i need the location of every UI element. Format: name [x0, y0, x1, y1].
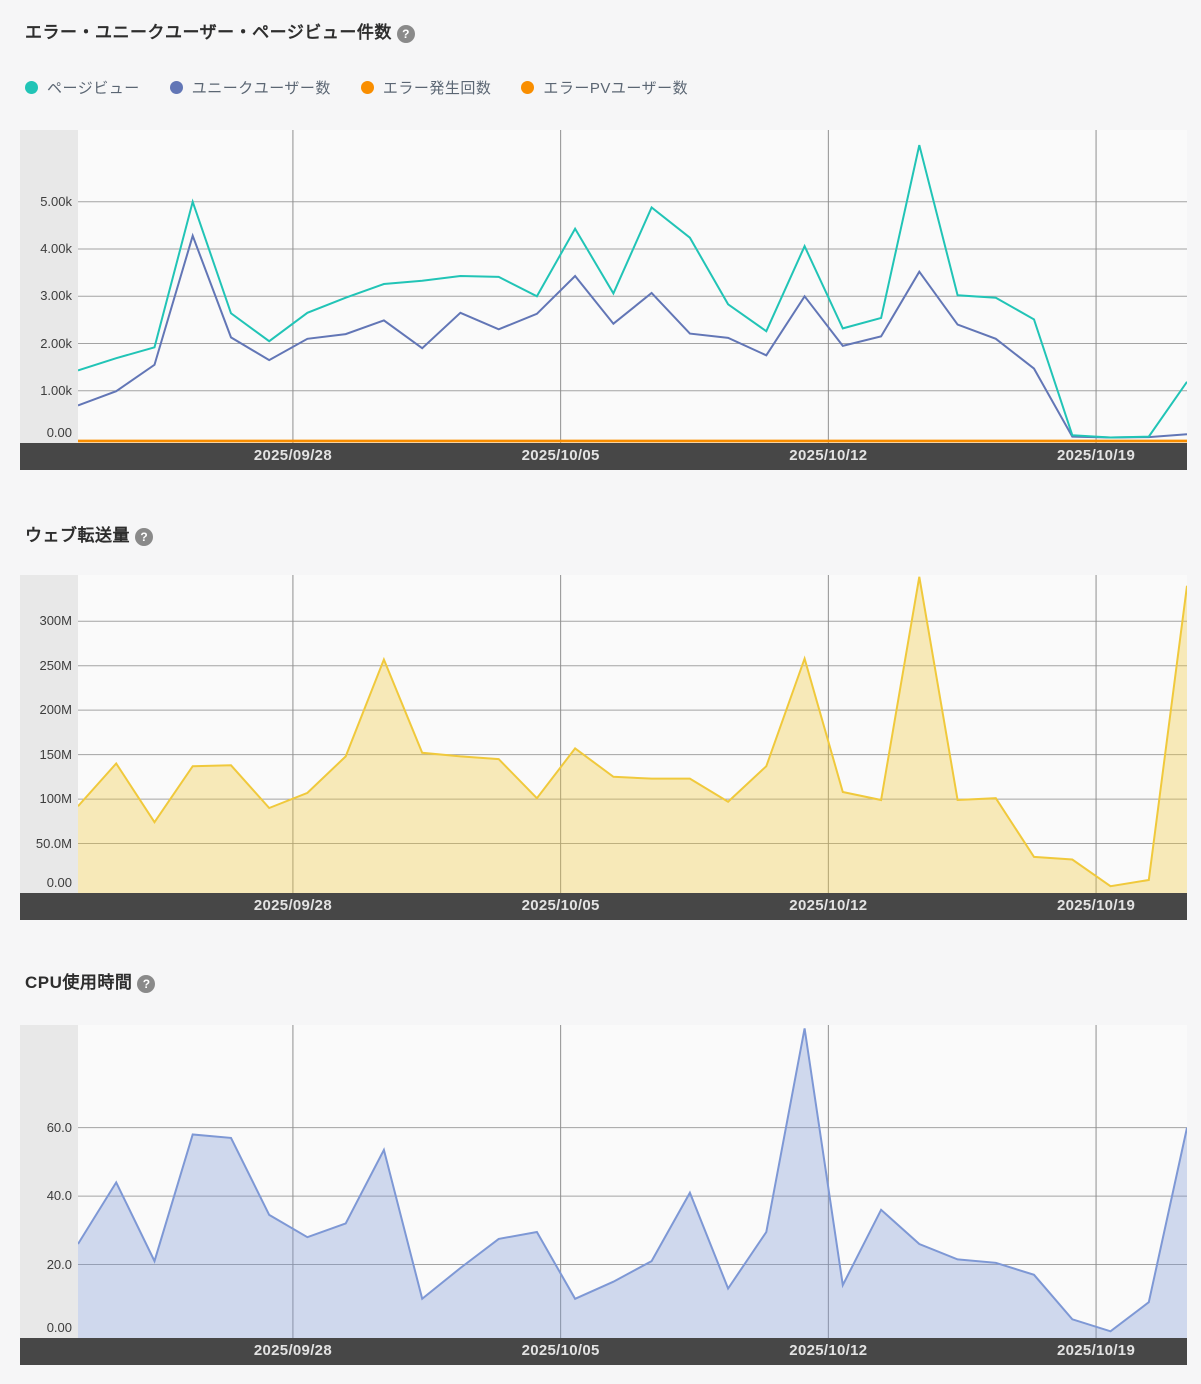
x-date-label: 2025/10/19 — [1057, 897, 1136, 914]
chart2-title: ウェブ転送量 — [25, 526, 130, 545]
y-tick-label: 250M — [39, 657, 72, 673]
plot-area[interactable] — [78, 130, 1187, 443]
x-date-label: 2025/09/28 — [253, 447, 332, 464]
chart1-legend: ページビュー ユニークユーザー数 エラー発生回数 エラーPVユーザー数 — [25, 76, 1201, 98]
series-area — [78, 576, 1187, 893]
y-tick-label: 200M — [39, 702, 72, 718]
x-date-label: 2025/09/28 — [253, 1342, 332, 1359]
help-icon[interactable]: ? — [135, 528, 153, 546]
x-date-label: 2025/10/05 — [521, 897, 600, 914]
cpu-area-chart: 60.0 40.0 20.0 0.00 2025/09/28 2025/10/05 202… — [20, 1025, 1187, 1365]
x-date-label: 2025/09/28 — [253, 897, 332, 914]
date-axis-bar: 2025/09/28 2025/10/05 2025/10/12 2025/10/19 — [20, 443, 1187, 470]
y-tick-label: 1.00k — [40, 382, 72, 398]
y-tick-label: 0.00 — [46, 425, 72, 440]
x-date-label: 2025/10/05 — [521, 1342, 600, 1359]
chart-canvas — [78, 1025, 1187, 1338]
y-tick-label: 3.00k — [40, 288, 72, 304]
legend-item[interactable]: ページビュー — [25, 77, 140, 98]
date-axis-bar: 2025/09/28 2025/10/05 2025/10/12 2025/10/19 — [20, 893, 1187, 920]
y-tick-label: 0.00 — [46, 875, 72, 890]
x-date-label: 2025/10/19 — [1057, 447, 1136, 464]
y-tick-label: 300M — [39, 613, 72, 629]
date-axis-bar: 2025/09/28 2025/10/05 2025/10/12 2025/10/19 — [20, 1338, 1187, 1365]
chart-section-pageviews: エラー・ユニークユーザー・ページビュー件数 ? ページビュー ユニークユーザー数 エ… — [0, 0, 1201, 470]
y-tick-label: 60.0 — [46, 1119, 72, 1135]
y-tick-label: 150M — [39, 746, 72, 762]
plot-area[interactable] — [78, 1025, 1187, 1338]
y-tick-label: 4.00k — [40, 241, 72, 257]
legend-dot-icon — [360, 80, 374, 94]
series-line — [78, 144, 1187, 439]
x-date-label: 2025/10/19 — [1057, 1342, 1136, 1359]
y-tick-label: 0.00 — [46, 1320, 72, 1335]
plot-area[interactable] — [78, 575, 1187, 893]
legend-label: ユニークユーザー数 — [191, 79, 331, 97]
legend-label: ページビュー — [47, 79, 140, 97]
y-tick-label: 100M — [39, 791, 72, 807]
y-tick-label: 50.0M — [35, 835, 72, 851]
chart-section-web-transfer: ウェブ転送量 ? 300M 250M 200M 150M 100M 50.0M 0.00 2… — [0, 523, 1201, 920]
legend-item[interactable]: ユニークユーザー数 — [169, 77, 331, 98]
x-date-label: 2025/10/12 — [789, 897, 868, 914]
help-icon[interactable]: ? — [137, 975, 156, 993]
chart-canvas — [78, 130, 1187, 443]
legend-label: エラーPVユーザー数 — [543, 79, 689, 97]
web-transfer-area-chart: 300M 250M 200M 150M 100M 50.0M 0.00 2025/09/28… — [20, 575, 1187, 920]
legend-dot-icon — [169, 80, 183, 94]
x-date-label: 2025/10/12 — [789, 447, 868, 464]
chart3-title: CPU使用時間 — [25, 973, 133, 992]
y-tick-label: 40.0 — [46, 1188, 72, 1204]
legend-label: エラー発生回数 — [382, 79, 492, 97]
y-axis-band: 5.00k 4.00k 3.00k 2.00k 1.00k 0.00 — [20, 130, 78, 443]
y-tick-label: 20.0 — [46, 1256, 72, 1272]
legend-dot-icon — [521, 80, 535, 94]
x-date-label: 2025/10/12 — [789, 1342, 868, 1359]
series-area — [78, 1028, 1187, 1338]
series-line — [78, 576, 1187, 888]
series-line — [78, 232, 1187, 439]
legend-item[interactable]: エラー発生回数 — [360, 77, 492, 98]
chart2-title-row: ウェブ転送量 ? — [25, 523, 1201, 549]
pageview-line-chart: 5.00k 4.00k 3.00k 2.00k 1.00k 0.00 2025/09/28… — [20, 130, 1187, 470]
help-icon[interactable]: ? — [396, 25, 415, 43]
series-line — [78, 1028, 1187, 1333]
chart-section-cpu-time: CPU使用時間 ? 60.0 40.0 20.0 0.00 2025/09/28 202… — [0, 970, 1201, 1365]
y-axis-band: 300M 250M 200M 150M 100M 50.0M 0.00 — [20, 575, 78, 893]
legend-dot-icon — [25, 80, 38, 94]
chart3-title-row: CPU使用時間 ? — [25, 970, 1201, 996]
chart-canvas — [78, 575, 1187, 893]
y-axis-band: 60.0 40.0 20.0 0.00 — [20, 1025, 78, 1338]
chart1-title-row: エラー・ユニークユーザー・ページビュー件数 ? — [25, 0, 1201, 46]
x-date-label: 2025/10/05 — [521, 447, 600, 464]
y-tick-label: 5.00k — [40, 193, 72, 209]
chart1-title: エラー・ユニークユーザー・ページビュー件数 — [25, 23, 392, 42]
legend-item[interactable]: エラーPVユーザー数 — [521, 77, 688, 98]
y-tick-label: 2.00k — [40, 335, 72, 351]
